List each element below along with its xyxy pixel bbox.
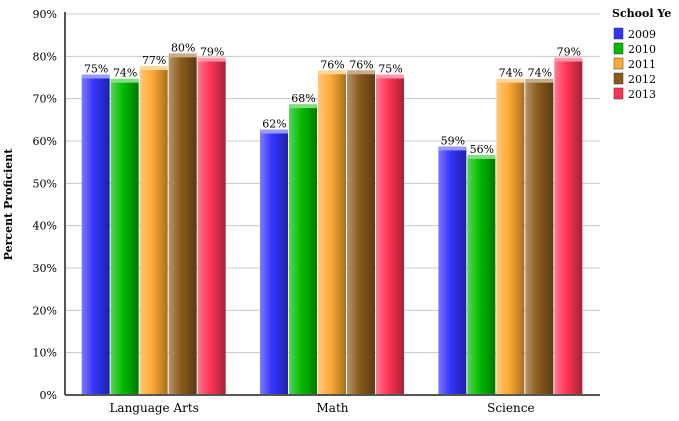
data-label: 74% <box>499 67 523 80</box>
x-axis-categories: Language Arts Math Science <box>109 401 534 415</box>
legend-entry: 2012 <box>628 73 656 86</box>
y-tick-label: 60% <box>33 135 57 148</box>
bar-2013-math <box>376 77 404 395</box>
y-tick-label: 70% <box>33 93 57 106</box>
legend-title: School Ye <box>612 7 671 20</box>
y-tick-label: 90% <box>33 8 57 21</box>
bar-cap <box>168 53 197 58</box>
data-label: 56% <box>470 143 494 156</box>
bar-cap <box>110 78 139 83</box>
legend-swatch <box>613 42 624 55</box>
bar-cap <box>467 154 496 159</box>
bar-2012-math <box>347 73 375 396</box>
data-label: 79% <box>557 46 581 59</box>
legend-entry: 2010 <box>628 43 656 56</box>
bar-cap <box>289 104 317 109</box>
legend-swatch <box>613 27 624 40</box>
bar-2012-science <box>525 81 554 395</box>
y-tick-label: 80% <box>33 50 57 63</box>
legend-entry: 2011 <box>628 58 656 71</box>
bars <box>81 53 583 396</box>
bar-cap <box>318 70 346 75</box>
data-label: 62% <box>262 118 286 131</box>
x-category-label: Math <box>317 401 349 415</box>
bar-2011-language-arts <box>139 69 168 396</box>
x-category-label: Language Arts <box>109 401 198 415</box>
bar-cap <box>81 74 110 79</box>
bar-2010-language-arts <box>110 81 139 395</box>
legend: School Ye 2009 2010 2011 2012 2013 <box>612 7 671 101</box>
data-label: 76% <box>320 58 344 71</box>
bar-cap <box>376 74 404 79</box>
legend-swatch <box>613 87 624 100</box>
bar-2009-language-arts <box>81 77 110 395</box>
bar-cap <box>347 70 375 75</box>
bar-2011-math <box>318 73 346 396</box>
bar-2009-science <box>438 149 467 395</box>
bar-cap <box>525 78 554 83</box>
bar-cap <box>139 66 168 71</box>
data-label: 59% <box>441 134 465 147</box>
bar-cap <box>197 57 226 62</box>
bar-2010-science <box>467 157 496 395</box>
bar-2010-math <box>289 107 317 395</box>
data-label: 77% <box>142 54 166 67</box>
bar-cap <box>554 57 583 62</box>
data-label: 76% <box>349 58 373 71</box>
y-axis-ticks: 0% 10% 20% 30% 40% 50% 60% 70% 80% 90% <box>33 8 57 402</box>
x-category-label: Science <box>487 401 534 415</box>
data-label: 74% <box>528 67 552 80</box>
legend-swatch <box>613 72 624 85</box>
data-label: 68% <box>291 92 315 105</box>
y-tick-label: 50% <box>33 177 57 190</box>
bar-2011-science <box>496 81 525 395</box>
legend-swatch <box>613 57 624 70</box>
y-tick-label: 0% <box>40 389 57 402</box>
bar-2013-science <box>554 60 583 396</box>
y-tick-label: 30% <box>33 262 57 275</box>
data-label: 75% <box>84 63 108 76</box>
data-label: 79% <box>200 46 224 59</box>
data-label: 80% <box>171 41 195 54</box>
data-label: 74% <box>113 67 137 80</box>
y-tick-label: 20% <box>33 304 57 317</box>
legend-entry: 2009 <box>628 28 656 41</box>
bar-cap <box>438 146 467 151</box>
y-tick-label: 40% <box>33 220 57 233</box>
bar-2009-math <box>260 132 288 396</box>
y-tick-label: 10% <box>33 347 57 360</box>
bar-2013-language-arts <box>197 60 226 396</box>
bar-2012-language-arts <box>168 56 197 395</box>
bar-cap <box>260 129 288 134</box>
data-label: 75% <box>378 63 402 76</box>
bar-cap <box>496 78 525 83</box>
legend-entry: 2013 <box>628 88 656 101</box>
data-labels: 75% 74% 77% 80% 79% 62% 68% 76% 76% 75% 59% 56% 74% 7… <box>84 41 581 156</box>
y-axis-label: Percent Proficient <box>2 148 15 261</box>
